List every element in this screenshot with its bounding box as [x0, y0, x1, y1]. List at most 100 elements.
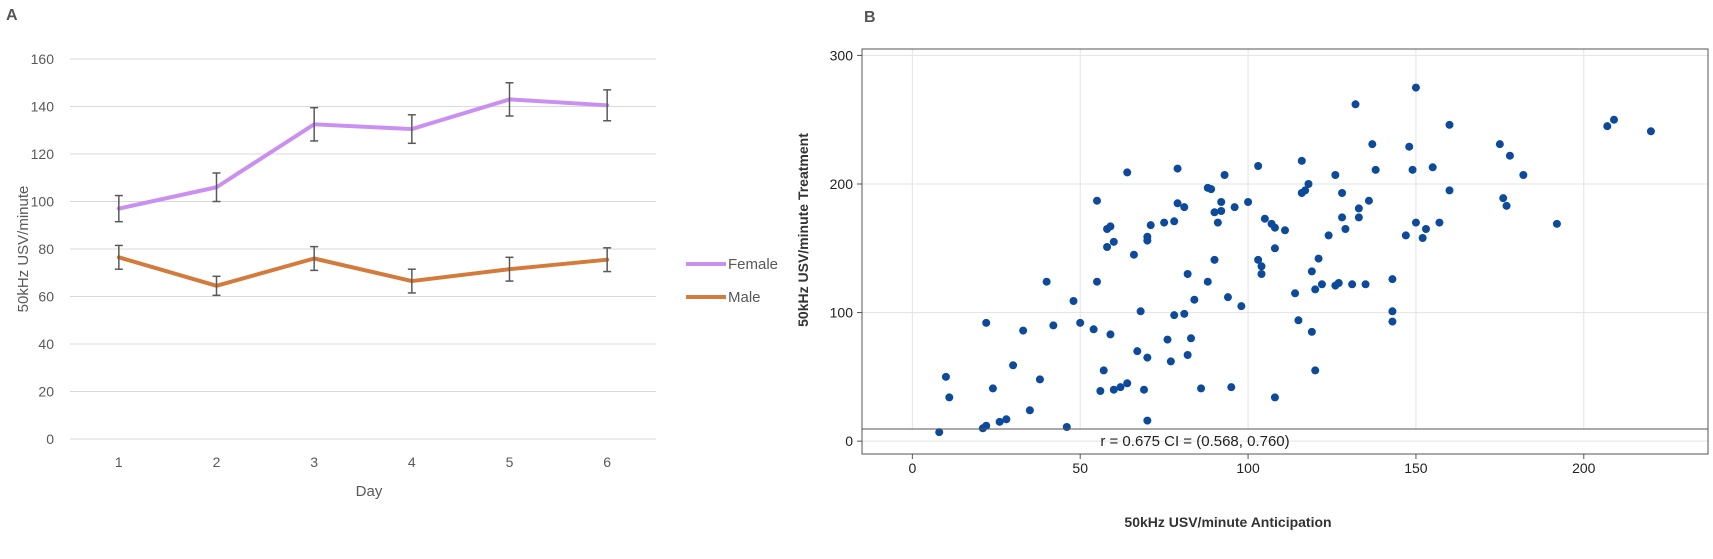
- panel-b-point: [1519, 171, 1528, 179]
- panel-b-point: [1334, 279, 1343, 287]
- panel-b-point: [1019, 326, 1028, 335]
- panel-b-point: [988, 384, 997, 393]
- panel-b-point: [1227, 383, 1236, 392]
- panel-b-point: [1210, 208, 1219, 217]
- panel-b-point: [1445, 186, 1454, 195]
- panel-a-y-tick: 100: [31, 194, 55, 210]
- panel-b-point: [1552, 219, 1561, 228]
- panel-b-point: [1146, 221, 1155, 230]
- panel-b-point: [1331, 171, 1340, 179]
- panel-b-point: [1317, 280, 1326, 289]
- panel-b-point: [1499, 194, 1508, 203]
- panel-b-point: [1435, 218, 1444, 227]
- panel-b-point: [1307, 267, 1316, 276]
- panel-b-point: [1338, 189, 1347, 197]
- panel-b-point: [1270, 244, 1279, 253]
- panel-b-point: [1338, 213, 1347, 222]
- panel-a-legend-label-female: Female: [728, 256, 778, 273]
- panel-a-x-tick: 6: [603, 454, 611, 470]
- panel-b-point: [1140, 385, 1148, 394]
- panel-b-point: [1422, 225, 1430, 233]
- panel-b-point: [1103, 243, 1112, 251]
- panel-a-letter: A: [6, 7, 18, 24]
- panel-a-y-tick: 60: [38, 289, 54, 305]
- panel-a-line-chart: 0 20 40 60 80 100 120 140 160 1 2 3 4 5 6 Day 50kHz U…: [15, 51, 778, 500]
- panel-b-point: [1217, 207, 1226, 215]
- panel-b-point: [1109, 385, 1118, 394]
- panel-b-point: [1388, 275, 1397, 284]
- panel-b-point: [1230, 203, 1239, 212]
- panel-a-y-tick: 120: [31, 146, 55, 162]
- panel-b-points: [935, 83, 1655, 437]
- panel-a-y-tick: 20: [38, 384, 54, 400]
- panel-b-point: [1237, 302, 1246, 311]
- panel-b-point: [1106, 330, 1115, 339]
- panel-b-point: [1270, 223, 1279, 232]
- panel-b-point: [1183, 351, 1192, 359]
- panel-a-y-tick: 0: [46, 431, 54, 447]
- panel-a-error-bar-male: [212, 275, 221, 297]
- panel-b-point: [1123, 379, 1132, 388]
- panel-a-series-line-male: [116, 255, 610, 288]
- panel-a-gridlines: [70, 58, 656, 440]
- panel-b-letter: B: [864, 9, 876, 26]
- panel-b-point: [1129, 250, 1138, 259]
- panel-a-y-tick: 40: [38, 336, 54, 352]
- panel-b-point: [1364, 196, 1373, 205]
- panel-a-x-tick: 1: [115, 454, 123, 470]
- panel-b-point: [1210, 255, 1219, 264]
- panel-b-x-tick: 100: [1236, 460, 1260, 476]
- panel-a-error-bar-female: [505, 82, 514, 117]
- panel-a-x-tick-labels: 1 2 3 4 5 6: [115, 454, 611, 470]
- panel-a-legend: Female Male: [686, 256, 778, 306]
- panel-a-x-tick: 3: [310, 454, 318, 470]
- panel-b-point: [1089, 325, 1098, 334]
- panel-b-point: [1311, 366, 1320, 375]
- panel-b-point: [1116, 383, 1125, 392]
- panel-a-error-bar-female: [310, 106, 319, 142]
- panel-b-point: [1049, 321, 1058, 330]
- panel-b-point: [1505, 151, 1514, 160]
- panel-a-error-bar-male: [603, 247, 612, 273]
- panel-b-scatter-plot: r = 0.675 CI = (0.568, 0.760) 0 50 100 150 2…: [795, 47, 1709, 530]
- panel-b-point: [982, 318, 991, 327]
- panel-b-point: [1495, 140, 1504, 149]
- panel-b-point: [1190, 295, 1199, 304]
- panel-b-x-tick: 0: [908, 460, 916, 476]
- panel-b-point: [1069, 297, 1078, 305]
- panel-a-x-tick: 4: [408, 454, 416, 470]
- panel-b-point: [1361, 280, 1370, 289]
- panel-b-point: [1180, 203, 1189, 212]
- panel-b-point: [1223, 293, 1232, 302]
- panel-a-error-bar-male: [505, 256, 514, 282]
- panel-b-point: [941, 372, 950, 381]
- panel-b-point: [1009, 361, 1018, 370]
- panel-b-point: [1099, 366, 1108, 375]
- panel-b-point: [1183, 270, 1192, 278]
- panel-a-y-tick-labels: 0 20 40 60 80 100 120 140 160: [31, 51, 55, 447]
- panel-a-series: [114, 82, 612, 297]
- panel-b-y-tick: 300: [830, 47, 854, 63]
- panel-b-point: [1244, 198, 1253, 206]
- panel-b-point: [1408, 165, 1417, 174]
- panel-b-point: [1170, 311, 1179, 320]
- panel-b-point: [1025, 406, 1034, 415]
- panel-b-point: [1042, 277, 1051, 286]
- panel-b-point: [1257, 270, 1266, 278]
- panel-b-point: [1160, 218, 1169, 227]
- panel-b-point: [1301, 186, 1310, 195]
- panel-a-error-bar-female: [407, 114, 416, 145]
- panel-a-y-tick: 140: [31, 99, 55, 115]
- panel-a-error-bar-male: [407, 268, 416, 294]
- panel-b-point: [1217, 198, 1226, 206]
- panel-b-point: [1187, 334, 1195, 343]
- panel-b-y-axis-label: 50kHz USV/minute Treatment: [795, 133, 811, 327]
- panel-b-plot-frame: [861, 48, 1709, 455]
- panel-b-point: [1143, 236, 1152, 245]
- panel-b-y-tick-labels: 0 100 200 300: [830, 47, 862, 449]
- panel-b-point: [1348, 280, 1357, 289]
- panel-b-point: [1354, 213, 1363, 222]
- panel-a-y-tick: 160: [31, 51, 55, 67]
- panel-b-point: [1294, 316, 1303, 325]
- panel-b-point: [1076, 318, 1085, 327]
